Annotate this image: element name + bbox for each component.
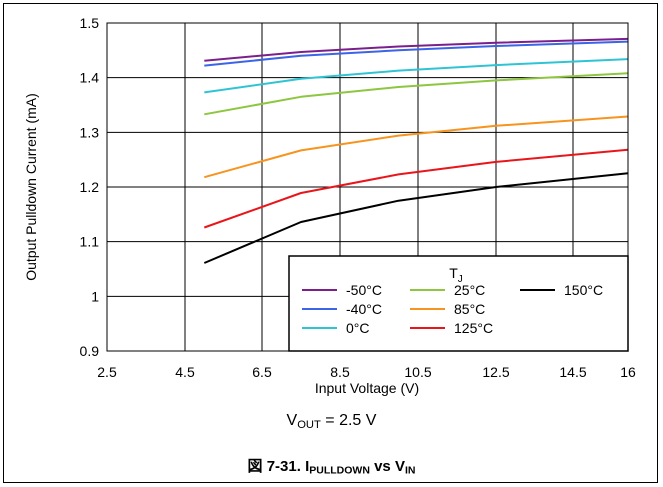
y-tick-label: 1.4 xyxy=(80,70,100,86)
legend-label: 85°C xyxy=(454,301,485,317)
legend-title: TJ xyxy=(449,265,463,285)
legend-box xyxy=(288,255,629,352)
y-axis-label: Output Pulldown Current (mA) xyxy=(23,93,39,281)
y-tick-label: 1.1 xyxy=(80,234,100,250)
figure-caption: 図 7-31. IPULLDOWN vs VIN xyxy=(247,458,416,477)
y-tick-label: 1.3 xyxy=(80,124,100,140)
series-line xyxy=(203,148,629,229)
legend-label: 150°C xyxy=(564,282,603,298)
x-tick-label: 4.5 xyxy=(175,364,195,380)
x-tick-label: 16 xyxy=(620,364,636,380)
figure-frame xyxy=(3,3,658,483)
y-tick-labels: 0.9 1 1.1 1.2 1.3 1.4 1.5 xyxy=(80,15,100,359)
y-tick-label: 1.2 xyxy=(80,179,100,195)
x-tick-label: 2.5 xyxy=(97,364,117,380)
legend-label: 25°C xyxy=(454,282,485,298)
legend-label: 0°C xyxy=(346,320,370,336)
legend-items: -50°C -40°C 0°C 25°C 85°C 125°C 150°C xyxy=(302,282,603,336)
series-line xyxy=(204,37,629,62)
series-line xyxy=(204,115,629,179)
x-tick-labels: 2.5 4.5 6.5 8.5 10.5 12.5 14.5 16 xyxy=(97,364,636,380)
legend-label: -50°C xyxy=(346,282,382,298)
series-line xyxy=(204,58,629,94)
x-axis-label: Input Voltage (V) xyxy=(315,380,419,396)
test-condition: VOUT = 2.5 V xyxy=(286,412,377,431)
legend-label: 125°C xyxy=(454,320,493,336)
series-line xyxy=(203,172,629,264)
x-tick-label: 14.5 xyxy=(559,364,586,380)
series-line xyxy=(204,72,629,116)
x-tick-label: 12.5 xyxy=(482,364,509,380)
legend: TJ -50°C -40°C 0°C 25°C 85°C 125°C 150°C xyxy=(288,255,629,352)
legend-label: -40°C xyxy=(346,301,382,317)
x-tick-label: 10.5 xyxy=(404,364,431,380)
x-tick-label: 8.5 xyxy=(330,364,350,380)
y-tick-label: 0.9 xyxy=(80,343,100,359)
y-tick-label: 1 xyxy=(91,288,99,304)
series-line xyxy=(204,40,629,67)
y-tick-label: 1.5 xyxy=(80,15,100,31)
x-tick-label: 6.5 xyxy=(252,364,272,380)
line-chart: 2.5 4.5 6.5 8.5 10.5 12.5 14.5 16 0.9 1 1.1 1.2 1.3… xyxy=(23,15,636,396)
series-layer xyxy=(203,37,629,264)
